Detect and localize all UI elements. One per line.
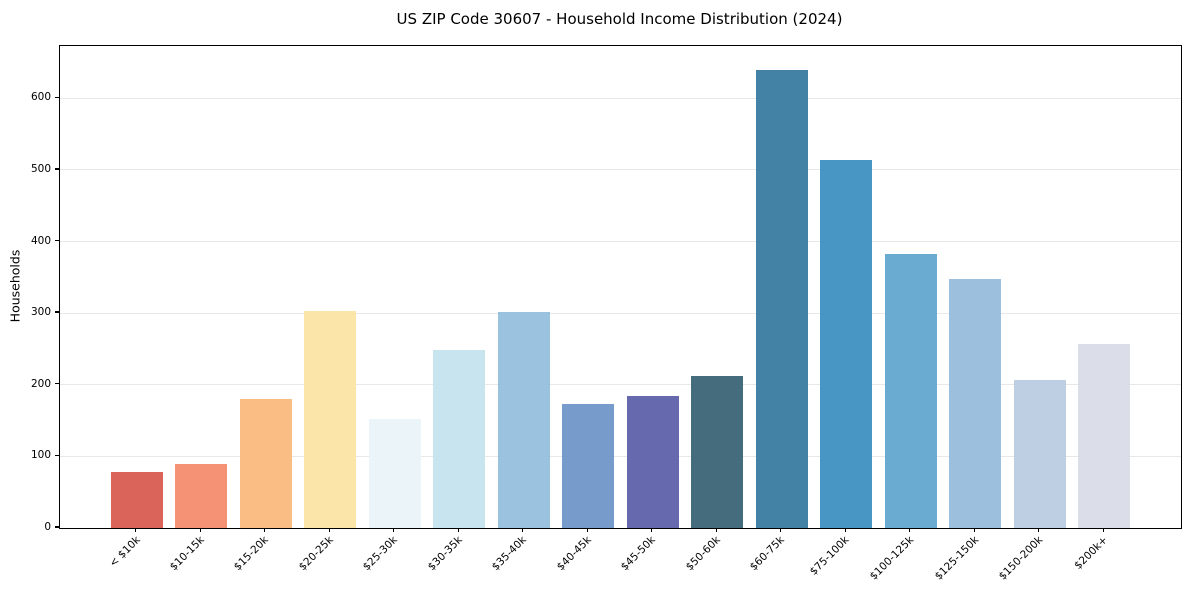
x-tick-label: $40-45k [554, 534, 594, 574]
y-tick-mark [55, 96, 60, 98]
chart-title: US ZIP Code 30607 - Household Income Dis… [396, 10, 843, 28]
bar [239, 399, 292, 528]
x-tick-label: $15-20k [232, 534, 272, 574]
x-tick-mark [457, 527, 459, 533]
bar [562, 404, 615, 528]
y-tick-label: 500 [30, 162, 51, 175]
x-tick-label: $35-40k [490, 534, 530, 574]
bar [626, 396, 679, 528]
y-tick-label: 0 [44, 521, 51, 533]
x-tick-label: $150-200k [996, 534, 1046, 583]
y-tick-label: 300 [30, 306, 51, 319]
bar [433, 349, 486, 528]
x-tick-mark [973, 527, 975, 533]
x-tick-mark [780, 527, 782, 533]
x-tick-mark [328, 527, 330, 533]
bar [949, 279, 1002, 528]
x-tick-label: $50-60k [683, 534, 723, 574]
bar [497, 311, 550, 528]
y-tick-mark [55, 383, 60, 385]
y-tick-label: 400 [30, 234, 51, 247]
x-tick-label: $75-100k [807, 534, 852, 578]
bar [110, 472, 163, 528]
x-tick-label: $100-125k [867, 534, 917, 583]
x-tick-mark [909, 527, 911, 533]
y-tick-label: 100 [30, 449, 51, 462]
bar [884, 254, 937, 528]
x-tick-label: $60-75k [748, 534, 788, 574]
x-tick-mark [264, 527, 266, 533]
x-tick-label: $10-15k [167, 534, 207, 574]
gridline [60, 312, 1181, 314]
bars-layer [60, 46, 1181, 528]
y-tick-mark [55, 239, 60, 242]
x-tick-mark [135, 527, 137, 533]
y-tick-mark [55, 526, 60, 528]
gridline [60, 455, 1181, 457]
y-tick-mark [55, 454, 60, 457]
x-tick-label: $25-30k [361, 534, 401, 574]
x-tick-label: $200k+ [1071, 534, 1110, 572]
y-tick-mark [55, 168, 60, 170]
x-tick-mark [715, 527, 717, 533]
y-tick-label: 200 [30, 377, 51, 390]
x-tick-mark [522, 527, 524, 533]
bar [691, 376, 744, 528]
gridline [60, 241, 1181, 243]
x-tick-label: $45-50k [619, 534, 659, 574]
gridline [60, 169, 1181, 171]
gridline [60, 97, 1181, 99]
plot-area [59, 45, 1182, 529]
bar [820, 159, 873, 528]
gridline [60, 384, 1181, 386]
bar [755, 69, 808, 528]
x-tick-label: $30-35k [425, 534, 465, 574]
x-tick-label: $125-150k [932, 534, 981, 583]
bar [304, 311, 357, 528]
y-tick-mark [55, 311, 60, 313]
x-tick-label: $20-25k [296, 534, 336, 574]
x-tick-mark [1038, 527, 1040, 533]
y-tick-label: 600 [30, 91, 51, 104]
x-tick-label: < $10k [106, 534, 143, 570]
gridlines-layer [60, 46, 1181, 528]
bar [368, 419, 421, 528]
bar [175, 463, 228, 528]
x-tick-mark [199, 527, 201, 533]
x-tick-mark [586, 527, 588, 533]
x-tick-mark [393, 527, 395, 533]
x-tick-mark [1102, 527, 1104, 533]
bar [1078, 343, 1131, 528]
x-tick-mark [844, 527, 846, 533]
x-tick-mark [651, 527, 653, 533]
bar [1013, 379, 1066, 528]
